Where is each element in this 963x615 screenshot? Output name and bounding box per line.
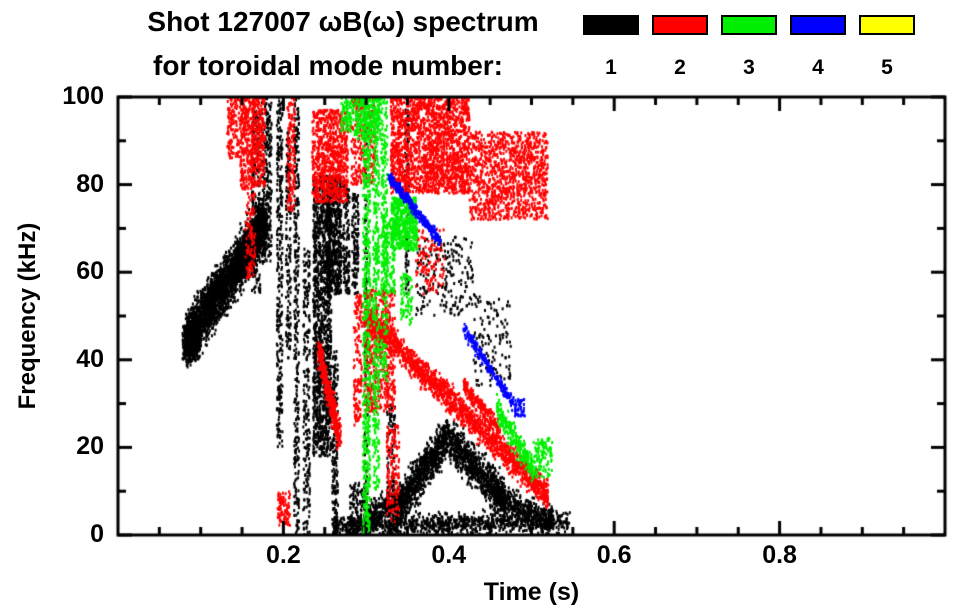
legend-swatch-mode-5 (859, 15, 915, 35)
x-tick-label: 0.6 (596, 541, 632, 569)
legend-label-mode-4: 4 (812, 56, 824, 79)
x-tick-label: 0.2 (266, 541, 301, 569)
legend-label-mode-3: 3 (743, 56, 755, 79)
legend-label-mode-1: 1 (605, 56, 617, 79)
y-tick-label: 0 (90, 520, 104, 548)
figure-title-line1: Shot 127007 ωB(ω) spectrum (147, 6, 539, 37)
legend-label-mode-2: 2 (674, 56, 686, 79)
legend-swatch-mode-2 (652, 15, 708, 35)
y-tick-label: 40 (76, 344, 104, 373)
legend-mode-numbers: 1 2 3 4 5 (583, 56, 915, 80)
y-tick-label: 100 (62, 82, 104, 110)
y-tick-label: 60 (76, 257, 104, 286)
x-tick-label: 0.8 (762, 541, 797, 569)
legend-swatches (583, 15, 915, 35)
y-tick-label: 80 (76, 169, 104, 198)
legend-swatch-mode-1 (583, 15, 639, 35)
figure-title-line2: for toroidal mode number: (153, 50, 503, 81)
y-tick-label: 20 (76, 432, 104, 461)
x-tick-label: 0.4 (431, 541, 467, 569)
legend-label-mode-5: 5 (881, 56, 893, 79)
legend-swatch-mode-3 (721, 15, 777, 35)
x-axis-label: Time (s) (483, 578, 580, 606)
y-axis-label: Frequency (kHz) (14, 222, 41, 410)
legend-swatch-mode-4 (790, 15, 846, 35)
